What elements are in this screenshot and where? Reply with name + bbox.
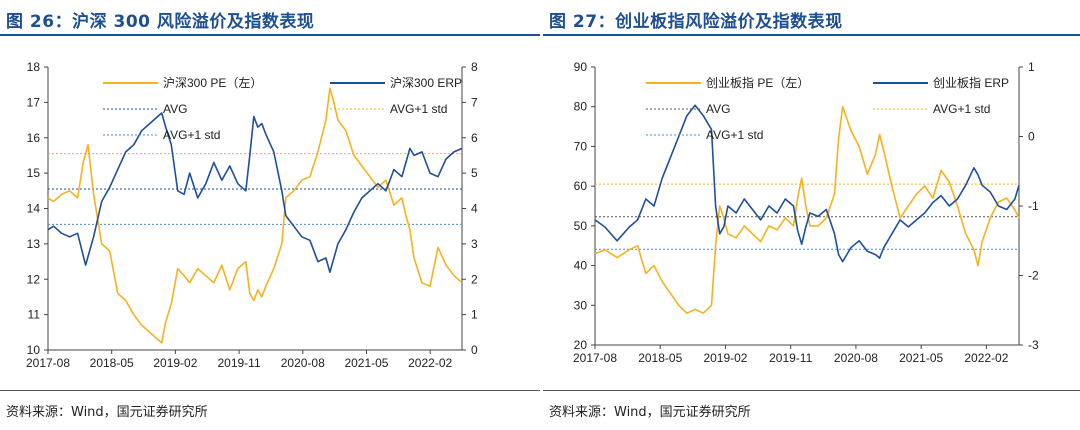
- x-tick-label: 2022-02: [408, 356, 452, 370]
- legend-label: 沪深300 ERP: [390, 76, 462, 90]
- series-line-erp: [47, 112, 463, 273]
- y-right-tick-label: 3: [471, 237, 478, 251]
- source-note: 资料来源：Wind，国元证券研究所: [549, 405, 751, 420]
- y-right-tick-label: 5: [471, 166, 478, 180]
- x-tick-label: 2022-02: [964, 351, 1008, 365]
- y-left-tick-label: 90: [574, 60, 588, 74]
- x-tick-label: 2017-08: [26, 356, 70, 370]
- x-tick-label: 2019-11: [769, 351, 812, 365]
- y-right-tick-label: 1: [1028, 60, 1035, 74]
- y-right-tick-label: 8: [471, 60, 478, 74]
- legend-label: AVG+1 std: [706, 128, 763, 142]
- y-left-tick-label: 30: [574, 298, 588, 312]
- bottom-rule: [0, 390, 540, 391]
- y-left-tick-label: 13: [27, 237, 41, 251]
- y-right-tick-label: -2: [1028, 269, 1039, 283]
- chart-chinext: 20 30 40 50 60 70 80 90 -3 -2 -1 0 1 2017-08 2018-05 20…: [573, 60, 1039, 365]
- y-left-tick-label: 50: [574, 219, 588, 233]
- x-tick-label: 2021-05: [344, 356, 388, 370]
- bottom-rule: [543, 390, 1080, 391]
- source-note: 资料来源：Wind，国元证券研究所: [6, 405, 208, 420]
- x-tick-label: 2021-05: [899, 351, 943, 365]
- series-line-pe: [594, 105, 1020, 315]
- x-tick-label: 2020-08: [281, 356, 325, 370]
- series-line-erp: [594, 104, 1020, 263]
- y-right-tick-label: 0: [1028, 130, 1035, 144]
- y-right-tick-label: 4: [471, 202, 478, 216]
- y-left-tick-label: 16: [27, 131, 41, 145]
- y-left-tick-label: 20: [574, 338, 588, 352]
- panel-hs300: 图 26：沪深 300 风险溢价及指数表现 10 11 12 13 14 15 16 17 18…: [0, 12, 540, 420]
- figure-title: 图 27：创业板指风险溢价及指数表现: [549, 12, 843, 32]
- legend-label: 沪深300 PE（左）: [163, 75, 262, 90]
- y-right-tick-label: 0: [471, 343, 478, 357]
- panel-chinext: 图 27：创业板指风险溢价及指数表现 20 30 40 50 60 70 80 90 -3 -2 -…: [543, 0, 1080, 430]
- x-tick-label: 2018-05: [90, 356, 134, 370]
- series-line-pe: [47, 87, 463, 344]
- title-rule: [0, 34, 540, 36]
- x-tick-label: 2020-08: [834, 351, 878, 365]
- legend-label: 创业板指 ERP: [933, 75, 1009, 90]
- y-right-tick-label: 6: [471, 131, 478, 145]
- y-left-tick-label: 11: [28, 308, 41, 322]
- x-tick-label: 2019-11: [217, 356, 260, 370]
- y-left-tick-label: 80: [574, 100, 588, 114]
- y-left-tick-label: 60: [574, 179, 588, 193]
- y-left-tick-label: 17: [27, 95, 41, 109]
- y-right-tick-label: 2: [471, 272, 478, 286]
- x-tick-label: 2019-02: [703, 351, 747, 365]
- y-right-tick-label: 1: [471, 308, 478, 322]
- legend-label: AVG+1 std: [390, 102, 447, 116]
- x-tick-label: 2017-08: [573, 351, 617, 365]
- legend-label: AVG+1 std: [933, 102, 990, 116]
- y-left-tick-label: 15: [27, 166, 41, 180]
- legend-label: AVG: [163, 102, 187, 116]
- y-left-tick-label: 70: [574, 139, 588, 153]
- y-left-tick-label: 10: [27, 343, 41, 357]
- legend-label: 创业板指 PE（左）: [706, 75, 809, 90]
- y-right-tick-label: -3: [1028, 338, 1039, 352]
- y-right-tick-label: 7: [471, 95, 478, 109]
- y-left-tick-label: 12: [27, 272, 41, 286]
- legend-label: AVG: [706, 102, 730, 116]
- y-left-tick-label: 14: [27, 202, 41, 216]
- legend-label: AVG+1 std: [163, 128, 220, 142]
- y-right-tick-label: -1: [1028, 199, 1039, 213]
- x-tick-label: 2019-02: [153, 356, 197, 370]
- y-left-tick-label: 18: [27, 60, 41, 74]
- title-rule: [543, 34, 1080, 36]
- y-left-tick-label: 40: [574, 259, 588, 273]
- figure-title: 图 26：沪深 300 风险溢价及指数表现: [6, 12, 315, 32]
- x-tick-label: 2018-05: [638, 351, 682, 365]
